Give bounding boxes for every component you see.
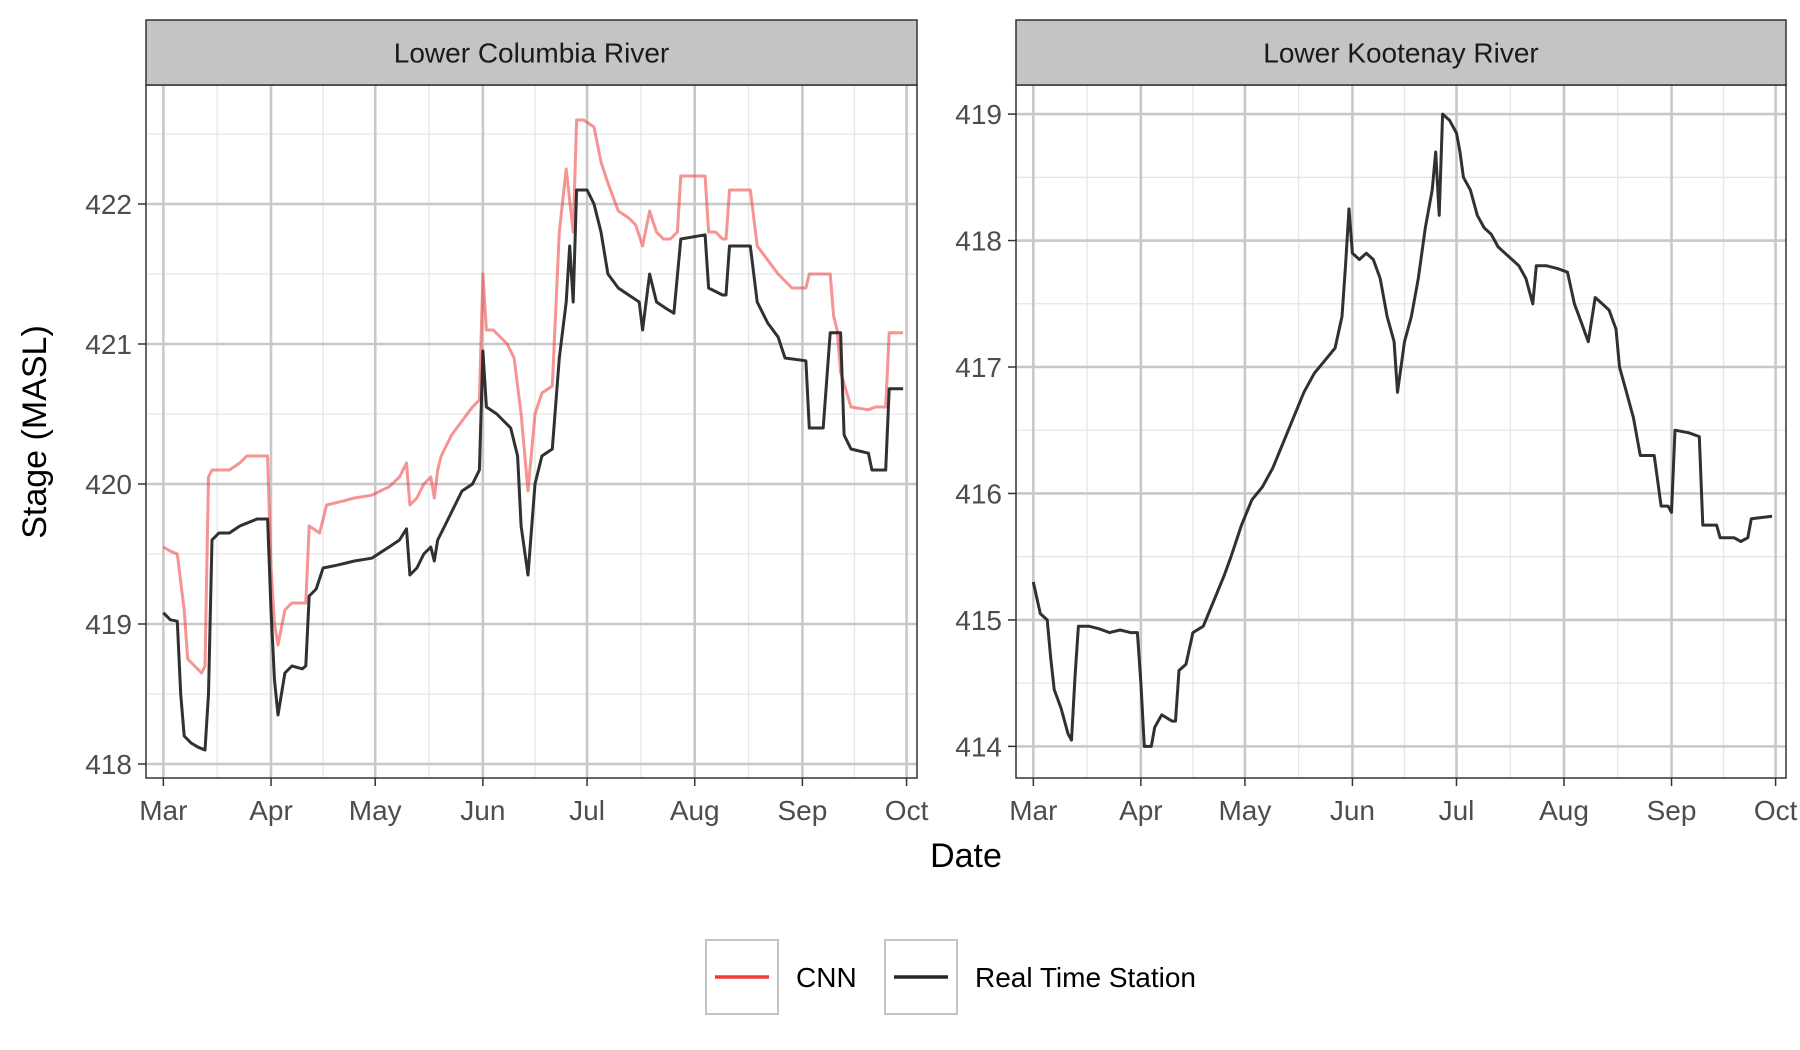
series-line-real-time-station xyxy=(1031,112,1773,748)
series-line-cnn xyxy=(162,118,904,675)
facet-title: Lower Kootenay River xyxy=(1263,38,1538,69)
y-axis: 418 419 420 421 422 xyxy=(85,189,146,780)
x-tick-label: Sep xyxy=(777,795,827,826)
y-tick-label: 418 xyxy=(955,226,1002,257)
y-tick-label: 417 xyxy=(955,352,1002,383)
panel-lower-kootenay-river: Lower Kootenay River Mar Apr May Jun Jul Aug Se… xyxy=(955,19,1798,826)
x-tick-label: Apr xyxy=(1119,795,1163,826)
gridlines xyxy=(1016,85,1786,778)
x-axis-title: Date xyxy=(930,837,1002,875)
y-tick-label: 422 xyxy=(85,189,132,220)
x-tick-label: Jun xyxy=(460,795,505,826)
x-tick-label: May xyxy=(1218,795,1271,826)
x-tick-label: Jul xyxy=(1439,795,1475,826)
y-tick-label: 416 xyxy=(955,478,1002,509)
y-tick-label: 420 xyxy=(85,469,132,500)
y-tick-label: 419 xyxy=(85,609,132,640)
panel-lower-columbia-river: Lower Columbia River Mar Apr May Jun Jul Aug Se… xyxy=(85,19,929,826)
x-tick-label: Aug xyxy=(670,795,720,826)
series-line-real-time-station xyxy=(162,188,904,752)
x-axis: Mar Apr May Jun Jul Aug Sep Oct xyxy=(1009,778,1798,826)
facet-title: Lower Columbia River xyxy=(394,38,669,69)
y-tick-label: 421 xyxy=(85,329,132,360)
legend-label: Real Time Station xyxy=(975,962,1196,993)
y-tick-label: 414 xyxy=(955,731,1002,762)
x-tick-label: Jun xyxy=(1330,795,1375,826)
x-tick-label: May xyxy=(349,795,402,826)
x-axis: Mar Apr May Jun Jul Aug Sep Oct xyxy=(139,778,929,826)
gridlines xyxy=(146,85,917,778)
x-tick-label: Apr xyxy=(249,795,293,826)
legend-item-cnn: CNN xyxy=(705,939,857,1015)
legend: CNN Real Time Station xyxy=(705,939,1196,1015)
y-axis: 414 415 416 417 418 419 xyxy=(955,99,1016,762)
x-tick-label: Mar xyxy=(1009,795,1057,826)
panels: Lower Columbia River Mar Apr May Jun Jul Aug Se… xyxy=(85,19,1798,826)
legend-item-real-time-station: Real Time Station xyxy=(884,939,1196,1015)
x-tick-label: Oct xyxy=(1754,795,1798,826)
legend-label: CNN xyxy=(796,962,857,993)
y-tick-label: 419 xyxy=(955,99,1002,130)
x-tick-label: Mar xyxy=(139,795,187,826)
x-tick-label: Sep xyxy=(1647,795,1697,826)
facet-strip xyxy=(145,19,918,86)
x-tick-label: Aug xyxy=(1539,795,1589,826)
y-tick-label: 418 xyxy=(85,749,132,780)
x-tick-label: Jul xyxy=(569,795,605,826)
y-tick-label: 415 xyxy=(955,605,1002,636)
plot-background xyxy=(1016,85,1786,778)
facet-strip xyxy=(1015,19,1787,86)
y-axis-title: Stage (MASL) xyxy=(16,325,54,539)
x-tick-label: Oct xyxy=(885,795,929,826)
